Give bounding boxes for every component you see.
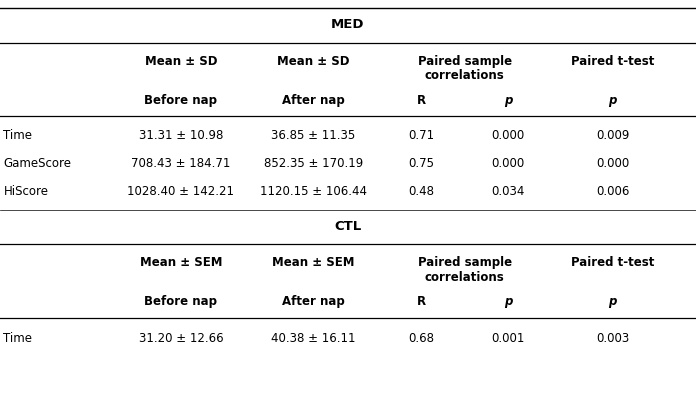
Text: Paired t-test: Paired t-test (571, 55, 654, 68)
Text: 0.009: 0.009 (596, 129, 629, 142)
Text: 1120.15 ± 106.44: 1120.15 ± 106.44 (260, 185, 367, 197)
Text: p: p (608, 94, 617, 107)
Text: 708.43 ± 184.71: 708.43 ± 184.71 (132, 157, 230, 170)
Text: Before nap: Before nap (145, 94, 217, 107)
Text: Paired sample: Paired sample (418, 256, 512, 269)
Text: 0.000: 0.000 (491, 129, 525, 142)
Text: 0.000: 0.000 (596, 157, 629, 170)
Text: Before nap: Before nap (145, 295, 217, 308)
Text: 31.31 ± 10.98: 31.31 ± 10.98 (139, 129, 223, 142)
Text: After nap: After nap (282, 295, 345, 308)
Text: Paired t-test: Paired t-test (571, 256, 654, 269)
Text: 40.38 ± 16.11: 40.38 ± 16.11 (271, 332, 356, 345)
Text: Mean ± SEM: Mean ± SEM (140, 256, 222, 269)
Text: R: R (416, 94, 426, 107)
Text: GameScore: GameScore (3, 157, 72, 170)
Text: HiScore: HiScore (3, 185, 49, 197)
Text: correlations: correlations (425, 271, 505, 284)
Text: CTL: CTL (334, 220, 362, 232)
Text: Mean ± SD: Mean ± SD (277, 55, 349, 68)
Text: 852.35 ± 170.19: 852.35 ± 170.19 (264, 157, 363, 170)
Text: p: p (504, 295, 512, 308)
Text: Time: Time (3, 332, 33, 345)
Text: correlations: correlations (425, 69, 505, 82)
Text: 0.75: 0.75 (408, 157, 434, 170)
Text: 0.68: 0.68 (408, 332, 434, 345)
Text: 31.20 ± 12.66: 31.20 ± 12.66 (139, 332, 223, 345)
Text: After nap: After nap (282, 94, 345, 107)
Text: p: p (608, 295, 617, 308)
Text: p: p (504, 94, 512, 107)
Text: 0.006: 0.006 (596, 185, 629, 197)
Text: Mean ± SD: Mean ± SD (145, 55, 217, 68)
Text: 0.71: 0.71 (408, 129, 434, 142)
Text: Paired sample: Paired sample (418, 55, 512, 68)
Text: Time: Time (3, 129, 33, 142)
Text: 36.85 ± 11.35: 36.85 ± 11.35 (271, 129, 356, 142)
Text: 0.034: 0.034 (491, 185, 525, 197)
Text: 0.001: 0.001 (491, 332, 525, 345)
Text: MED: MED (331, 18, 365, 31)
Text: Mean ± SEM: Mean ± SEM (272, 256, 354, 269)
Text: 1028.40 ± 142.21: 1028.40 ± 142.21 (127, 185, 235, 197)
Text: R: R (416, 295, 426, 308)
Text: 0.48: 0.48 (408, 185, 434, 197)
Text: 0.000: 0.000 (491, 157, 525, 170)
Text: 0.003: 0.003 (596, 332, 629, 345)
